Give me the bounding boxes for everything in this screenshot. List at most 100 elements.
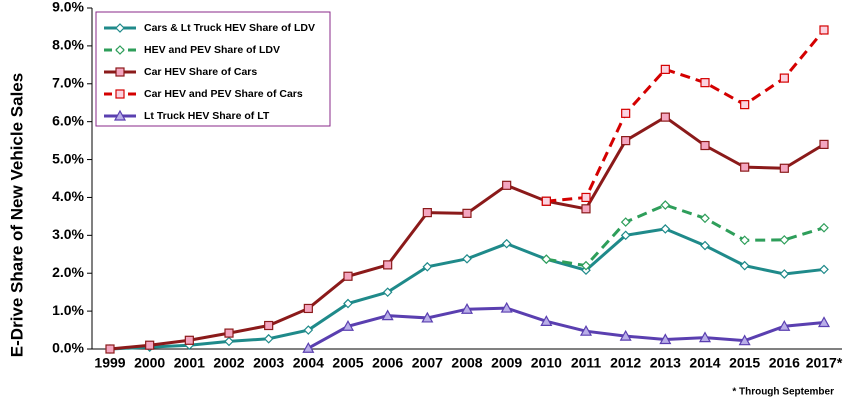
y-tick-label: 1.0% bbox=[52, 302, 84, 318]
x-tick-label: 2017* bbox=[806, 355, 843, 371]
marker bbox=[224, 336, 234, 347]
marker bbox=[382, 287, 393, 298]
x-tick-label: 2008 bbox=[451, 355, 482, 371]
y-tick-label: 0.0% bbox=[52, 340, 84, 356]
marker bbox=[224, 328, 234, 338]
marker bbox=[739, 235, 750, 246]
y-tick-label: 9.0% bbox=[52, 0, 84, 15]
marker bbox=[700, 240, 710, 251]
series-line bbox=[109, 115, 825, 351]
series-line bbox=[307, 306, 825, 350]
x-tick-label: 2007 bbox=[412, 355, 443, 371]
marker bbox=[660, 64, 670, 74]
x-tick-label: 2000 bbox=[134, 355, 165, 371]
x-tick-label: 2015 bbox=[729, 355, 760, 371]
marker bbox=[619, 329, 632, 341]
marker bbox=[421, 311, 434, 323]
legend-label: HEV and PEV Share of LDV bbox=[144, 44, 280, 56]
marker bbox=[779, 73, 789, 83]
marker bbox=[740, 162, 750, 172]
marker bbox=[105, 344, 115, 354]
marker bbox=[778, 320, 791, 331]
y-tick-label: 2.0% bbox=[52, 264, 84, 280]
marker bbox=[817, 316, 831, 328]
marker bbox=[779, 269, 790, 279]
marker bbox=[341, 320, 355, 331]
marker bbox=[819, 264, 829, 275]
legend: Cars & Lt Truck HEV Share of LDV HEV and … bbox=[95, 11, 331, 127]
marker bbox=[700, 140, 710, 151]
marker bbox=[700, 78, 710, 88]
series-line bbox=[546, 29, 826, 203]
marker bbox=[740, 100, 750, 110]
legend-marker bbox=[115, 23, 125, 33]
marker bbox=[303, 325, 314, 335]
y-tick-label: 8.0% bbox=[52, 37, 84, 53]
marker bbox=[620, 230, 631, 241]
marker bbox=[819, 222, 829, 233]
x-tick-label: 2016 bbox=[769, 355, 800, 371]
marker bbox=[739, 260, 750, 271]
marker bbox=[383, 260, 393, 270]
marker bbox=[381, 309, 394, 321]
y-tick-label: 3.0% bbox=[52, 226, 84, 242]
legend-label: Car HEV Share of Cars bbox=[144, 66, 257, 78]
marker bbox=[700, 213, 710, 224]
marker bbox=[500, 301, 513, 313]
y-tick-label: 6.0% bbox=[52, 112, 84, 128]
marker bbox=[819, 139, 829, 149]
x-tick-label: 2002 bbox=[213, 355, 244, 371]
marker bbox=[264, 320, 274, 331]
marker bbox=[779, 163, 789, 173]
marker bbox=[621, 136, 631, 146]
marker bbox=[581, 260, 591, 271]
x-tick-label: 2010 bbox=[531, 355, 562, 371]
marker bbox=[621, 108, 631, 118]
marker bbox=[502, 180, 512, 190]
x-tick-label: 2001 bbox=[174, 355, 205, 371]
series-line bbox=[546, 203, 825, 268]
marker bbox=[422, 208, 432, 218]
x-tick-label: 1999 bbox=[94, 355, 125, 371]
marker bbox=[145, 340, 155, 350]
marker bbox=[462, 253, 472, 264]
marker bbox=[541, 254, 552, 265]
marker bbox=[698, 331, 712, 343]
marker bbox=[579, 324, 593, 336]
marker bbox=[343, 298, 353, 309]
legend-marker bbox=[115, 45, 125, 55]
x-tick-label: 2004 bbox=[293, 355, 324, 371]
legend-label: Cars & Lt Truck HEV Share of LDV bbox=[144, 22, 315, 34]
marker bbox=[343, 271, 353, 281]
marker bbox=[779, 235, 790, 245]
marker bbox=[659, 333, 672, 345]
marker bbox=[660, 112, 670, 122]
marker bbox=[819, 25, 829, 35]
y-axis-label: E-Drive Share of New Vehicle Sales bbox=[7, 73, 26, 357]
series-line bbox=[109, 227, 825, 351]
x-tick-label: 2014 bbox=[689, 355, 720, 371]
legend-marker bbox=[113, 109, 127, 121]
legend-label: Car HEV and PEV Share of Cars bbox=[144, 88, 303, 100]
y-tick-label: 4.0% bbox=[52, 188, 84, 204]
marker bbox=[620, 217, 631, 227]
x-tick-label: 2003 bbox=[253, 355, 284, 371]
x-tick-label: 2011 bbox=[571, 355, 602, 371]
marker bbox=[422, 261, 433, 272]
y-tick-label: 7.0% bbox=[52, 74, 84, 90]
legend-label: Lt Truck HEV Share of LT bbox=[144, 110, 270, 122]
marker bbox=[462, 208, 472, 218]
marker bbox=[581, 204, 591, 214]
legend-marker bbox=[115, 67, 125, 77]
x-tick-label: 2005 bbox=[332, 355, 363, 371]
x-tick-label: 2012 bbox=[610, 355, 641, 371]
marker bbox=[302, 342, 315, 353]
marker bbox=[263, 333, 274, 344]
marker bbox=[660, 224, 671, 234]
marker bbox=[738, 334, 751, 346]
marker bbox=[303, 303, 313, 314]
marker bbox=[184, 335, 194, 345]
x-tick-label: 2013 bbox=[650, 355, 681, 371]
y-tick-label: 5.0% bbox=[52, 150, 84, 166]
